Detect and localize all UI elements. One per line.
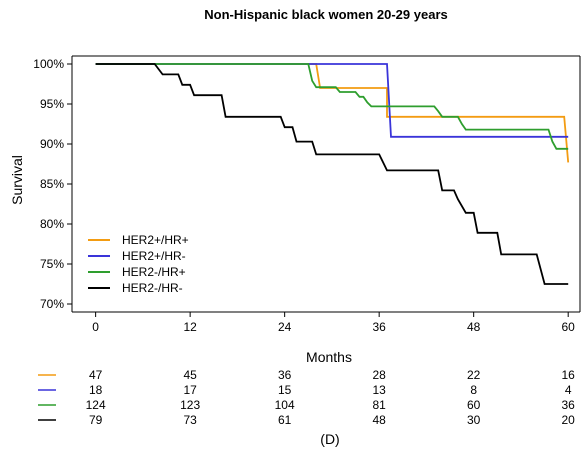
- x-tick-label: 0: [92, 320, 99, 334]
- risk-count: 13: [372, 383, 386, 397]
- x-tick-label: 60: [562, 320, 576, 334]
- risk-table: 47 45 36 28 22 16 18 17 15 13 8 4 124 123 104 81 60 36 79 7…: [38, 368, 575, 427]
- risk-count: 124: [86, 398, 106, 412]
- legend-entry: HER2+/HR+: [122, 233, 189, 247]
- x-ticks: 0 12 24 36 48 60: [92, 312, 575, 334]
- y-tick-label: 70%: [40, 297, 64, 311]
- risk-count: 30: [467, 413, 481, 427]
- risk-count: 81: [372, 398, 386, 412]
- y-axis-label: Survival: [9, 155, 25, 205]
- x-tick-label: 12: [183, 320, 197, 334]
- risk-count: 15: [278, 383, 292, 397]
- risk-count: 104: [275, 398, 295, 412]
- legend-entry: HER2-/HR-: [122, 281, 183, 295]
- risk-count: 18: [89, 383, 103, 397]
- series-line-her2-hr: [95, 63, 569, 285]
- legend-entry: HER2-/HR+: [122, 265, 186, 279]
- risk-count: 8: [470, 383, 477, 397]
- y-ticks: 70% 75% 80% 85% 90% 95% 100%: [33, 57, 72, 311]
- panel-label: (D): [320, 431, 339, 447]
- risk-count: 36: [562, 398, 576, 412]
- y-tick-label: 75%: [40, 257, 64, 271]
- risk-count: 36: [278, 368, 292, 382]
- risk-count: 60: [467, 398, 481, 412]
- y-tick-label: 80%: [40, 217, 64, 231]
- x-tick-label: 24: [278, 320, 292, 334]
- risk-count: 123: [180, 398, 200, 412]
- risk-count: 17: [183, 383, 197, 397]
- series-line-her2-hr: [95, 63, 570, 163]
- x-tick-label: 36: [372, 320, 386, 334]
- risk-count: 79: [89, 413, 103, 427]
- x-axis-label: Months: [306, 349, 352, 365]
- risk-count: 28: [372, 368, 386, 382]
- chart-title: Non-Hispanic black women 20-29 years: [204, 7, 447, 22]
- risk-count: 47: [89, 368, 103, 382]
- y-tick-label: 85%: [40, 177, 64, 191]
- y-tick-label: 95%: [40, 97, 64, 111]
- y-tick-label: 90%: [40, 137, 64, 151]
- risk-count: 20: [562, 413, 576, 427]
- x-tick-label: 48: [467, 320, 481, 334]
- legend: HER2+/HR+ HER2+/HR- HER2-/HR+ HER2-/HR-: [88, 233, 189, 295]
- risk-count: 61: [278, 413, 292, 427]
- y-tick-label: 100%: [33, 57, 64, 71]
- series-line-her2-hr: [95, 63, 569, 150]
- risk-count: 73: [183, 413, 197, 427]
- legend-entry: HER2+/HR-: [122, 249, 186, 263]
- risk-count: 48: [372, 413, 386, 427]
- series-layer: [95, 63, 570, 285]
- risk-count: 45: [183, 368, 197, 382]
- risk-count: 4: [565, 383, 572, 397]
- risk-count: 22: [467, 368, 481, 382]
- risk-count: 16: [562, 368, 576, 382]
